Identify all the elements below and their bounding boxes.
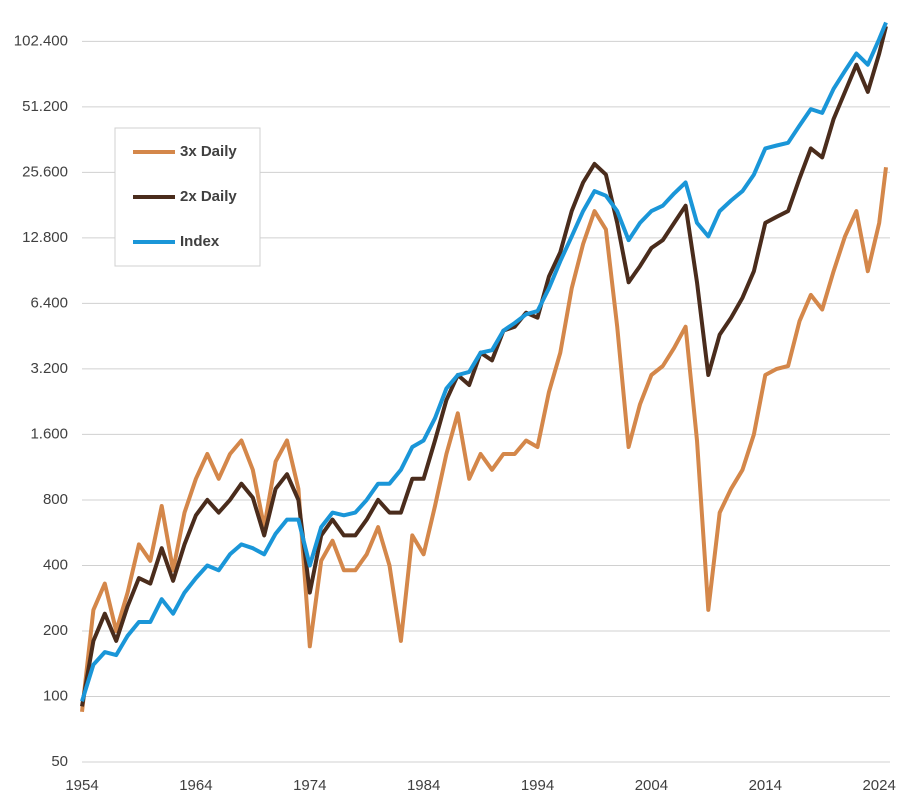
- y-tick-label: 200: [43, 622, 68, 639]
- series-line: [80, 21, 888, 702]
- y-tick-label: 51.200: [22, 98, 68, 115]
- y-tick-label: 12.800: [22, 229, 68, 246]
- x-tick-label: 2024: [862, 777, 895, 794]
- y-tick-label: 6.400: [30, 294, 68, 311]
- legend-label: Index: [180, 233, 220, 250]
- y-tick-label: 25.600: [22, 163, 68, 180]
- y-tick-label: 800: [43, 491, 68, 508]
- x-tick-label: 2014: [749, 777, 782, 794]
- x-tick-label: 1984: [407, 777, 440, 794]
- legend-label: 3x Daily: [180, 143, 237, 160]
- y-tick-label: 100: [43, 687, 68, 704]
- y-tick-label: 3.200: [30, 360, 68, 377]
- series-line: [80, 167, 888, 713]
- y-tick-label: 1.600: [30, 425, 68, 442]
- y-tick-label: 50: [51, 753, 68, 770]
- series-line: [80, 25, 888, 707]
- x-tick-label: 1974: [293, 777, 326, 794]
- legend: 3x Daily 2x Daily Index: [114, 127, 261, 267]
- x-tick-label: 1954: [65, 777, 98, 794]
- legend-label: 2x Daily: [180, 188, 237, 205]
- x-tick-label: 2004: [635, 777, 668, 794]
- x-tick-label: 1964: [179, 777, 212, 794]
- y-tick-label: 400: [43, 556, 68, 573]
- x-tick-label: 1994: [521, 777, 554, 794]
- y-tick-label: 102.400: [14, 32, 68, 49]
